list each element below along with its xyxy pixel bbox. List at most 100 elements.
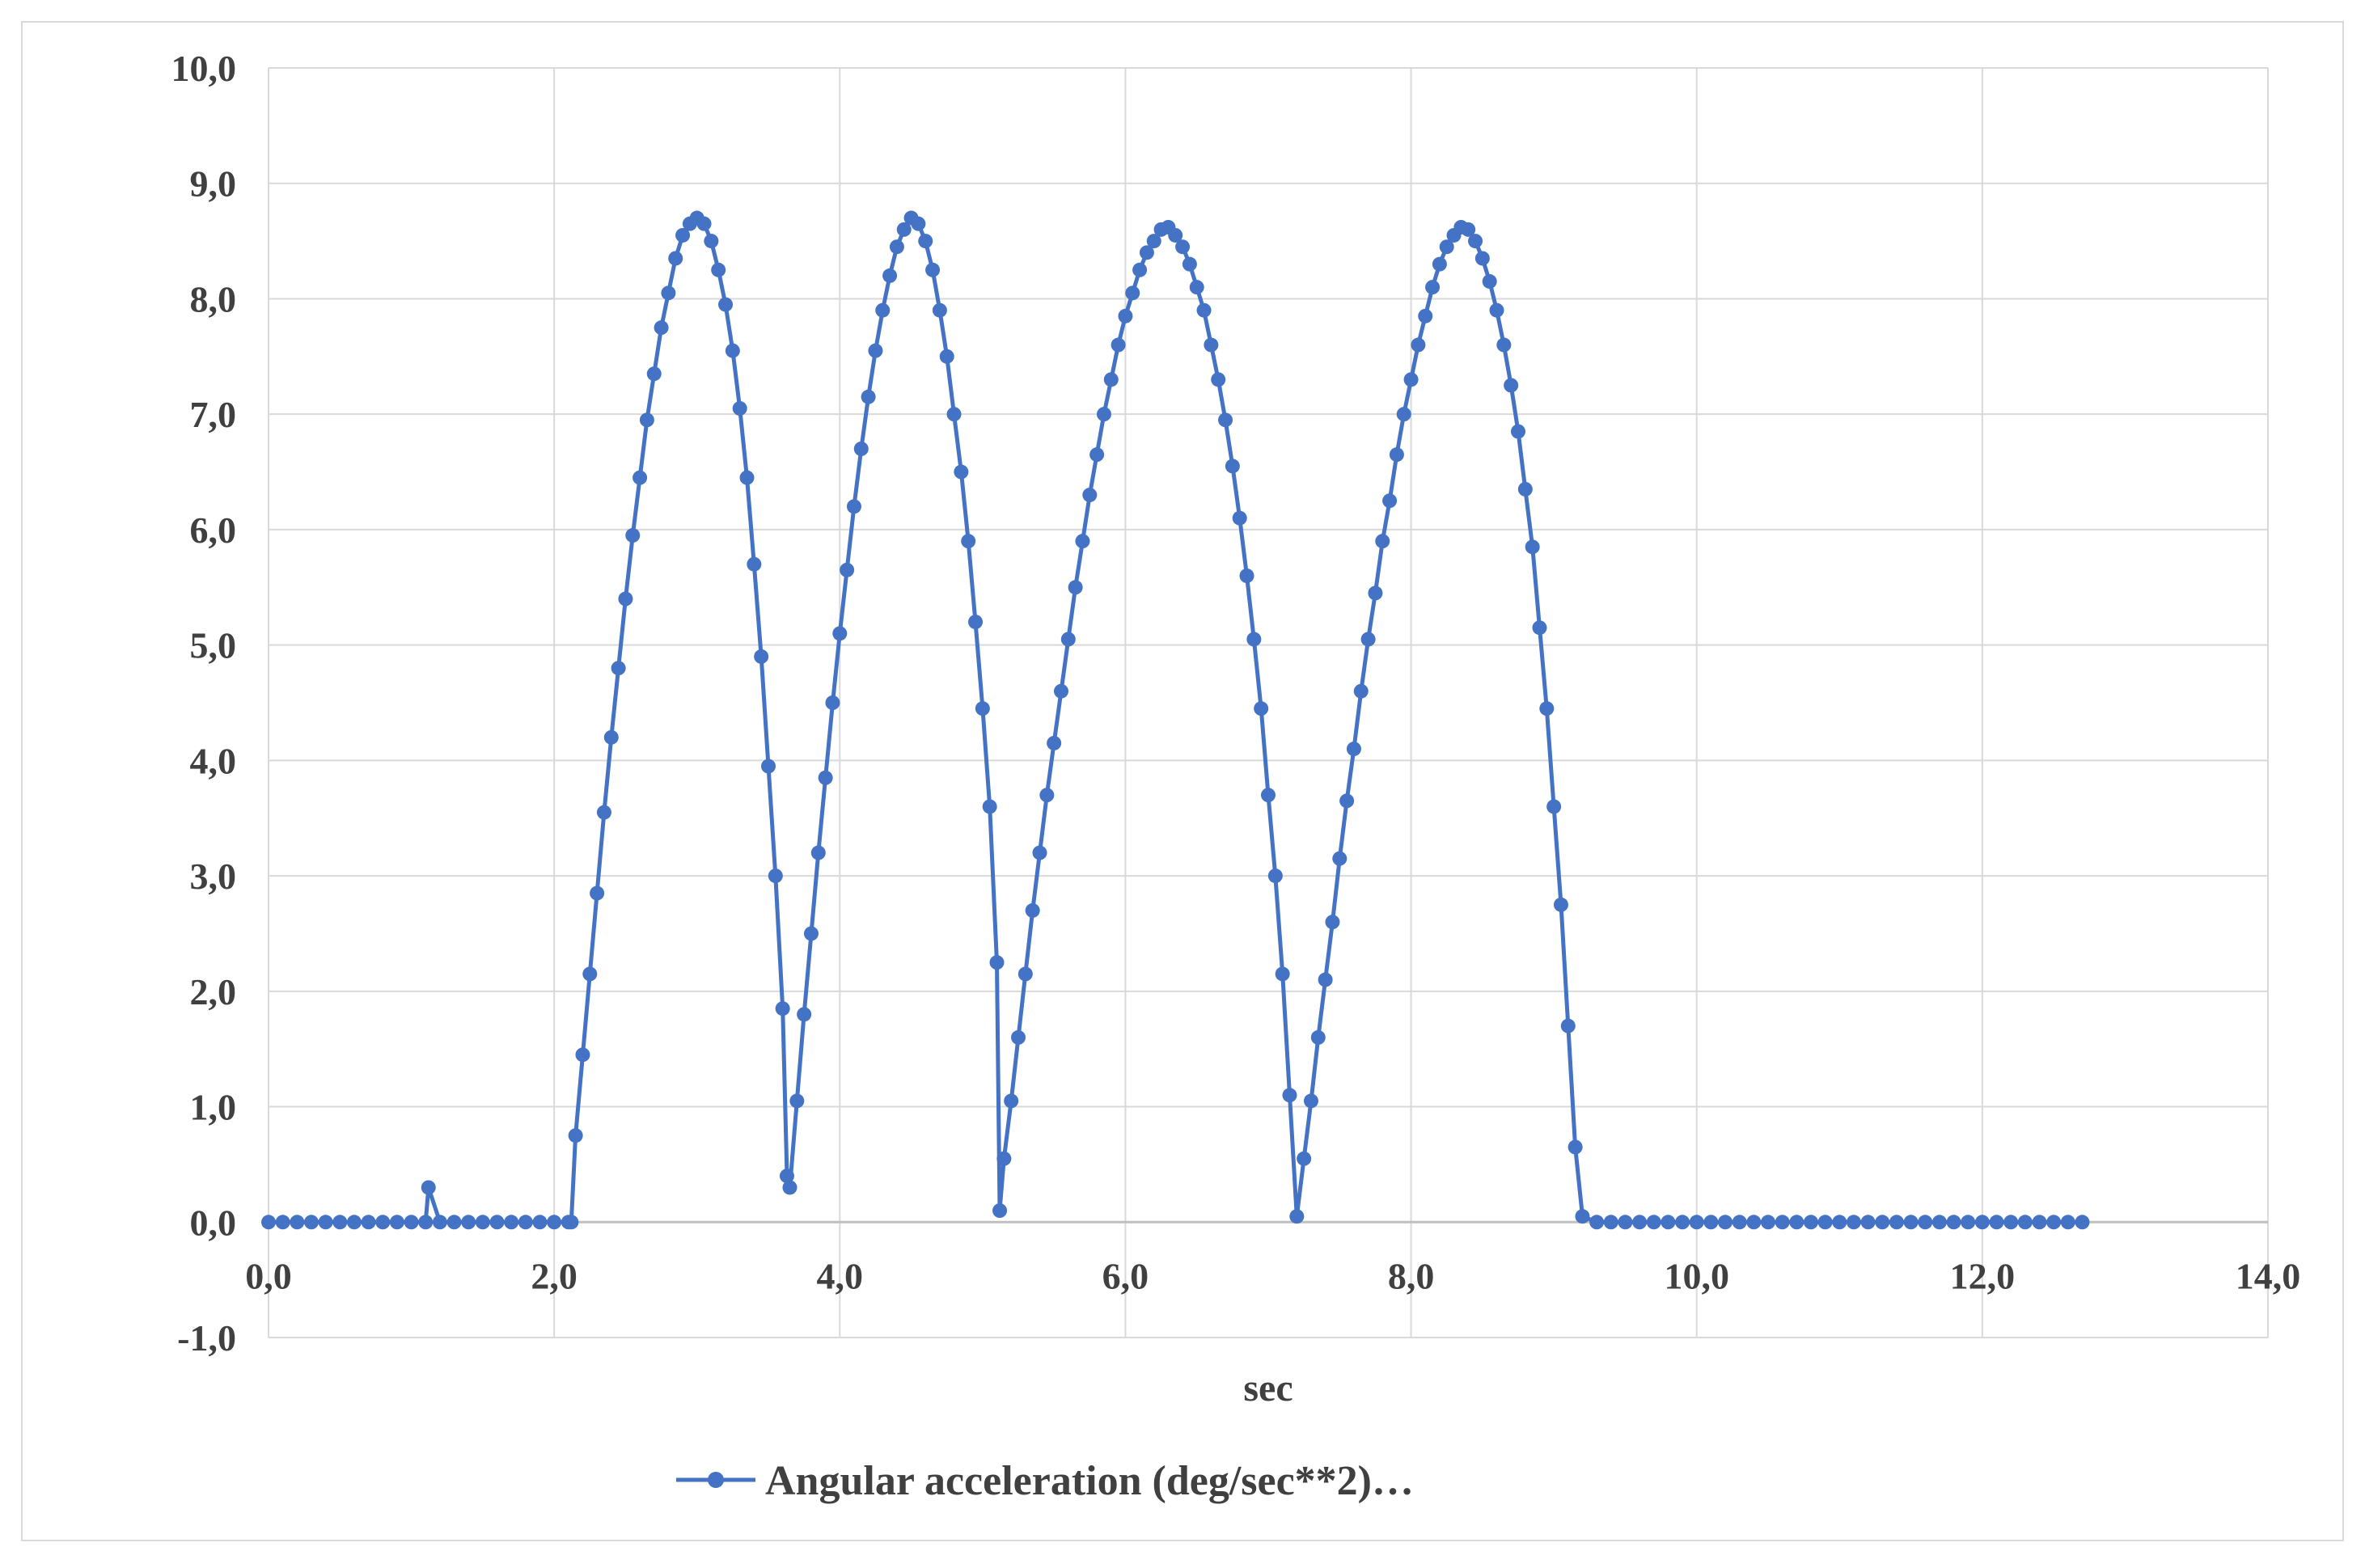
data-point <box>2075 1215 2090 1230</box>
data-point <box>1961 1215 1976 1230</box>
data-point <box>825 695 840 710</box>
data-point <box>418 1215 434 1230</box>
data-point <box>1318 972 1333 987</box>
chart-frame: -1,0 0,0 1,0 2,0 3,0 4,0 5,0 6,0 7,0 8,0 9,0 10,0 0,… <box>21 21 2344 1541</box>
x-tick-label: 14,0 <box>2236 1255 2301 1296</box>
data-point <box>1232 510 1247 526</box>
data-point <box>896 222 912 237</box>
data-point <box>1282 1088 1297 1103</box>
data-point <box>961 534 976 549</box>
data-point <box>797 1007 812 1022</box>
y-tick-label: 1,0 <box>190 1087 237 1128</box>
data-point <box>1297 1151 1312 1166</box>
data-point <box>782 1180 798 1195</box>
data-point <box>389 1215 404 1230</box>
data-point <box>646 366 662 382</box>
legend-label: Angular acceleration (deg/sec**2)… <box>765 1458 1414 1504</box>
data-point <box>861 389 876 404</box>
y-tick-label: 3,0 <box>190 856 237 897</box>
data-point <box>1246 632 1262 647</box>
data-point <box>1039 788 1055 803</box>
data-point <box>1053 683 1068 699</box>
data-point <box>696 216 712 231</box>
data-point <box>1789 1215 1804 1230</box>
data-point <box>1846 1215 1861 1230</box>
x-tick-label: 0,0 <box>245 1255 292 1296</box>
data-point <box>1032 845 1047 860</box>
data-point <box>1568 1139 1583 1155</box>
data-point <box>1182 256 1197 272</box>
data-point <box>446 1215 462 1230</box>
data-point <box>992 1203 1008 1218</box>
data-point <box>1646 1215 1661 1230</box>
data-point <box>818 770 833 785</box>
data-point <box>1860 1215 1876 1230</box>
data-point <box>946 407 962 422</box>
data-point <box>675 227 691 243</box>
data-point <box>346 1215 362 1230</box>
data-point <box>1310 1029 1326 1045</box>
data-point <box>1254 701 1269 716</box>
data-point <box>582 966 598 982</box>
data-point <box>918 234 933 249</box>
legend: Angular acceleration (deg/sec**2)… <box>676 1458 1414 1504</box>
y-tick-label: 0,0 <box>190 1202 237 1243</box>
data-point <box>1817 1215 1833 1230</box>
data-point <box>1189 280 1204 295</box>
data-point <box>1289 1209 1305 1224</box>
data-point <box>739 470 755 485</box>
data-point <box>1168 227 1183 243</box>
data-point <box>1418 308 1433 323</box>
data-point <box>1553 897 1568 912</box>
data-point <box>1439 239 1454 255</box>
data-point <box>1075 534 1090 549</box>
data-point <box>1675 1215 1690 1230</box>
data-point <box>1489 302 1504 318</box>
legend-dot-marker <box>708 1472 724 1488</box>
data-point <box>461 1215 476 1230</box>
data-point <box>404 1215 419 1230</box>
data-point <box>732 401 747 416</box>
y-tick-label: 5,0 <box>190 625 237 666</box>
data-point <box>1275 966 1290 982</box>
data-point <box>982 799 997 814</box>
data-point <box>290 1215 305 1230</box>
data-point <box>1482 274 1497 290</box>
data-point <box>1360 632 1376 647</box>
data-point <box>1139 245 1154 260</box>
data-point <box>1018 966 1033 982</box>
data-point <box>1382 493 1398 509</box>
series-line <box>269 216 2083 1224</box>
data-point <box>1832 1215 1847 1230</box>
y-tick-label: 6,0 <box>190 509 237 551</box>
data-point <box>475 1215 490 1230</box>
data-point <box>1575 1209 1590 1224</box>
data-point <box>1461 222 1476 237</box>
data-point <box>1474 251 1490 266</box>
data-point <box>1111 337 1126 353</box>
data-point <box>1261 788 1276 803</box>
data-point <box>1875 1215 1890 1230</box>
data-point <box>803 926 819 941</box>
data-point <box>1525 539 1540 555</box>
chart-svg: -1,00,01,02,03,04,05,06,07,08,09,010,00,… <box>171 48 2301 1504</box>
data-point <box>768 869 783 884</box>
data-point <box>911 216 926 231</box>
data-point <box>932 302 947 318</box>
data-point <box>1068 580 1083 595</box>
data-point <box>1560 1018 1576 1033</box>
data-point <box>1103 372 1119 387</box>
data-point <box>968 615 984 630</box>
data-point <box>568 1128 583 1143</box>
data-point <box>668 251 683 266</box>
data-point <box>1918 1215 1933 1230</box>
data-point <box>1589 1215 1605 1230</box>
data-point <box>1718 1215 1733 1230</box>
data-point <box>1689 1215 1704 1230</box>
data-point <box>2017 1215 2033 1230</box>
data-point <box>1303 1093 1318 1109</box>
x-tick-label: 10,0 <box>1664 1255 1729 1296</box>
data-point <box>1532 620 1547 636</box>
data-point <box>779 1169 794 1184</box>
data-point <box>1211 372 1226 387</box>
